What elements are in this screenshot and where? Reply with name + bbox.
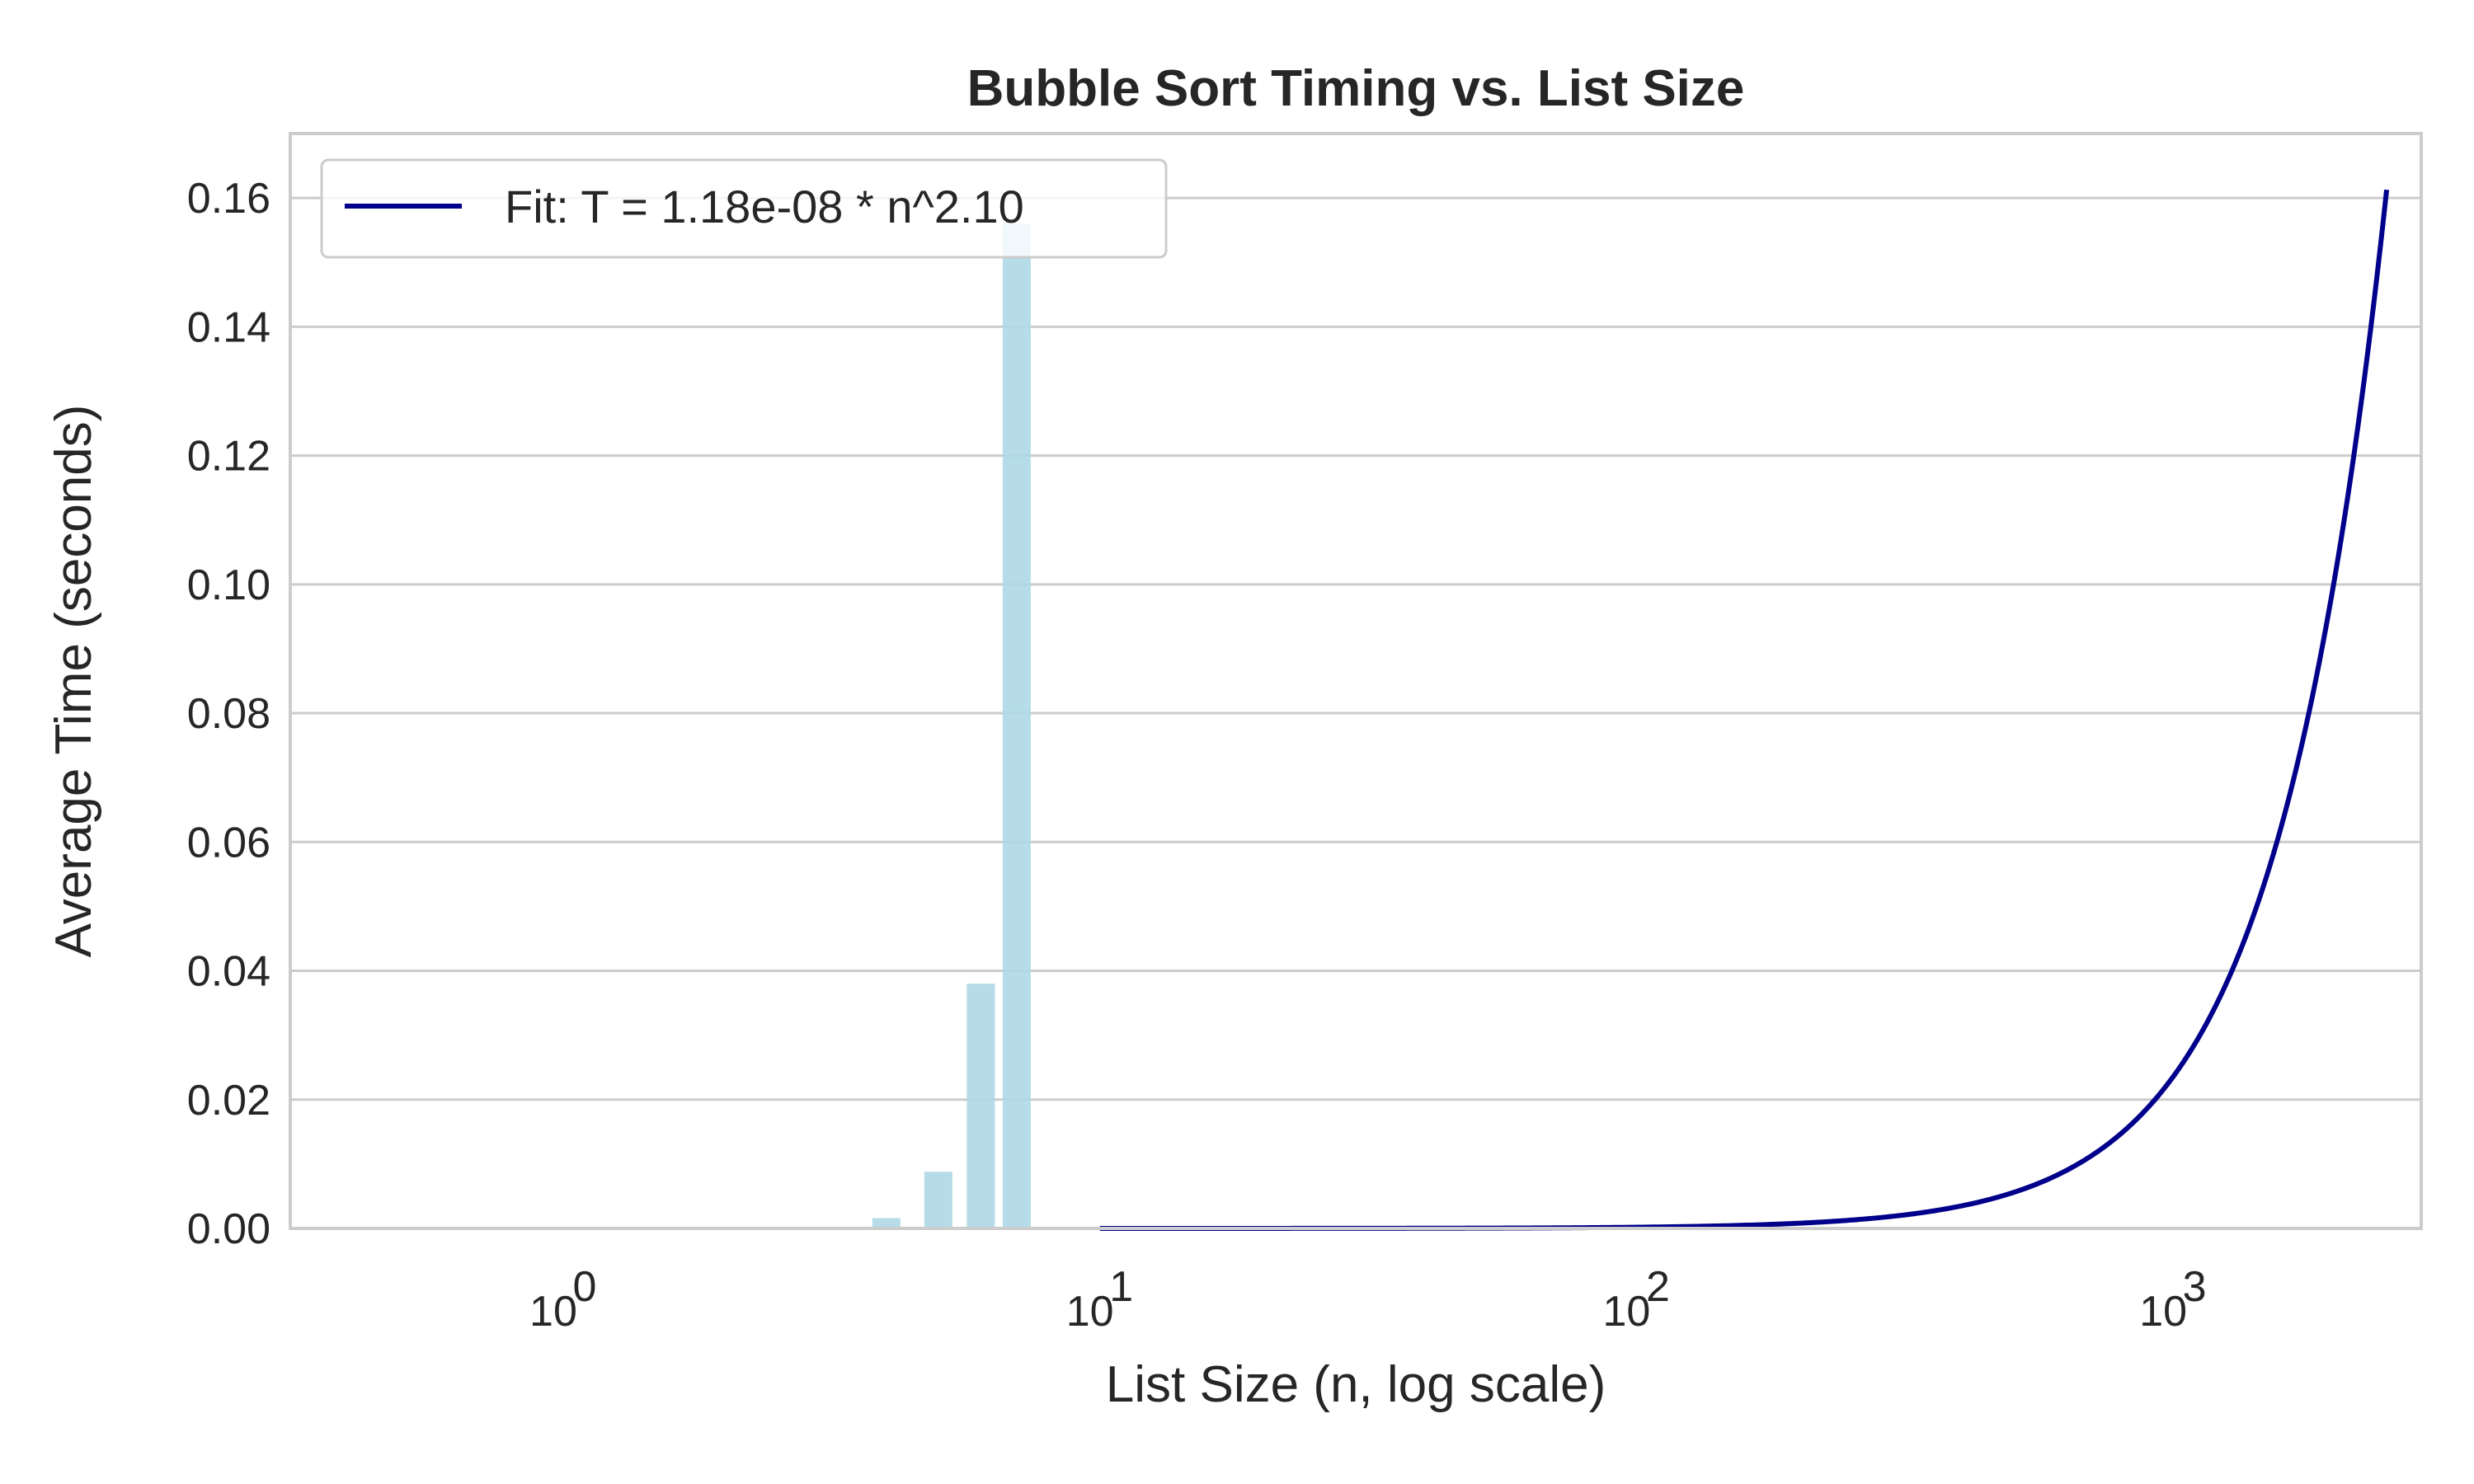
bar [924,1172,952,1228]
x-tick-exponent: 3 [2183,1263,2207,1311]
bar [872,1218,901,1228]
y-tick-label: 0.06 [187,819,270,866]
x-tick-exponent: 1 [1109,1263,1133,1311]
legend: Fit: T = 1.18e-08 * n^2.10 [320,158,1168,259]
legend-label: Fit: T = 1.18e-08 * n^2.10 [505,181,1024,232]
y-axis-label: Average Time (seconds) [45,405,102,958]
y-tick-label: 0.10 [187,561,270,609]
y-axis-ticks: 0.00 0.02 0.04 0.06 0.08 0.10 0.12 0.14 0.16 [187,175,270,1253]
y-tick-label: 0.00 [187,1205,270,1253]
plot-frame [289,132,2423,1230]
legend-box [320,158,1168,259]
y-tick-label: 0.02 [187,1077,270,1125]
bar-series [872,223,1031,1228]
x-tick-label: 10 [1602,1288,1650,1336]
chart-title: Bubble Sort Timing vs. List Size [967,60,1745,117]
bar [967,984,995,1228]
bar [1002,223,1031,1228]
x-tick-exponent: 0 [573,1263,597,1311]
y-tick-label: 0.16 [187,175,270,223]
x-tick-exponent: 2 [1646,1263,1670,1311]
y-tick-label: 0.04 [187,948,270,996]
x-tick-label: 10 [1066,1288,1114,1336]
y-tick-label: 0.08 [187,690,270,738]
y-tick-label: 0.12 [187,433,270,481]
y-tick-label: 0.14 [187,303,270,351]
x-tick-label: 10 [529,1288,577,1336]
x-tick-label: 10 [2139,1288,2187,1336]
x-axis-label: List Size (n, log scale) [1106,1356,1606,1413]
